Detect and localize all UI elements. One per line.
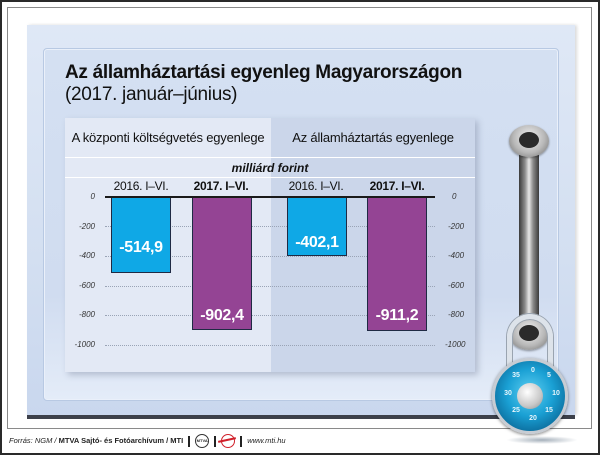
year-label-2017-state: 2017. I–VI. — [369, 179, 425, 193]
footer-credits: Forrás: NGM / MTVA Sajtó- és Fotóarchívu… — [9, 433, 286, 449]
header-central-budget: A központi költségvetés egyenlege — [71, 130, 265, 145]
padlock-shackle — [507, 314, 553, 404]
mti-logo-icon — [221, 434, 236, 448]
chart-header-row: A központi költségvetés egyenlege Az áll… — [65, 118, 475, 158]
dial-number-30: 30 — [504, 390, 512, 397]
unit-label: milliárd forint — [65, 158, 475, 178]
year-label-2016-state: 2016. I–VI. — [288, 179, 344, 193]
mtva-logo-icon: MTVA — [195, 434, 210, 448]
source-prefix: Forrás: NGM / — [9, 436, 57, 445]
dial-number-15: 15 — [545, 407, 553, 414]
lock-shadow — [506, 436, 578, 444]
title-line-2: (2017. január–június) — [65, 84, 238, 105]
handle-rod — [519, 140, 539, 335]
source-label: Forrás: NGM / MTVA Sajtó- és Fotóarchívu… — [9, 433, 183, 449]
website-link[interactable]: www.mti.hu — [247, 436, 286, 445]
dial-number-5: 5 — [547, 372, 551, 379]
dial-knob — [517, 383, 543, 409]
dial-number-0: 0 — [531, 367, 535, 374]
dial-number-20: 20 — [529, 415, 537, 422]
footer-separator — [188, 435, 191, 447]
header-general-government: Az államháztartás egyenlege — [292, 130, 454, 145]
chart-title: Az államháztartási egyenleg Magyarország… — [65, 62, 485, 106]
dial-number-10: 10 — [552, 390, 560, 397]
year-label-2017-central: 2017. I–VI. — [193, 179, 249, 193]
dial-number-25: 25 — [512, 407, 520, 414]
year-label-2016-central: 2016. I–VI. — [113, 179, 169, 193]
source-organization: MTVA Sajtó- és Fotóarchívum / MTI — [58, 436, 184, 445]
combination-lock-dial: 0 5 10 15 20 25 30 35 — [492, 358, 568, 434]
title-line-1: Az államháztartási egyenleg Magyarország… — [65, 62, 463, 83]
footer-separator — [214, 435, 217, 447]
dial-number-35: 35 — [512, 372, 520, 379]
chart-box: A központi költségvetés egyenlege Az áll… — [65, 118, 475, 372]
footer-separator — [240, 435, 243, 447]
handle-top-ring — [509, 125, 549, 157]
